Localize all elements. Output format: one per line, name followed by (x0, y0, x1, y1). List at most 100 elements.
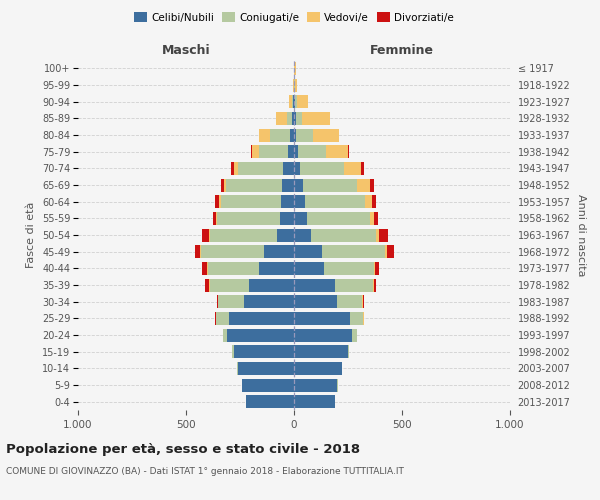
Bar (363, 295, 364, 308)
Bar (294, 112, 296, 125)
Bar (350, 312, 363, 325)
Bar (337, 295, 362, 308)
Bar (294, 345, 348, 358)
Bar (221, 178, 224, 192)
Bar (233, 345, 294, 358)
Bar (374, 212, 378, 225)
Bar (370, 178, 374, 192)
Bar (292, 95, 293, 108)
Bar (210, 278, 248, 291)
Bar (375, 262, 379, 275)
Bar (370, 212, 374, 225)
Bar (238, 362, 294, 375)
Bar (307, 212, 370, 225)
Bar (294, 95, 295, 108)
Bar (217, 295, 218, 308)
Bar (348, 145, 349, 158)
Bar (348, 345, 349, 358)
Bar (205, 278, 209, 291)
Bar (206, 262, 208, 275)
Y-axis label: Fasce di età: Fasce di età (26, 202, 37, 268)
Bar (352, 328, 356, 342)
Bar (227, 328, 294, 342)
Bar (281, 195, 294, 208)
Bar (373, 278, 374, 291)
Bar (251, 145, 252, 158)
Bar (209, 278, 210, 291)
Bar (216, 312, 229, 325)
Bar (252, 145, 259, 158)
Bar (293, 95, 294, 108)
Bar (215, 312, 216, 325)
Bar (229, 312, 294, 325)
Bar (295, 62, 296, 75)
Bar (248, 278, 294, 291)
Bar (210, 228, 277, 241)
Bar (270, 128, 290, 141)
Bar (259, 262, 294, 275)
Bar (213, 212, 216, 225)
Bar (209, 228, 210, 241)
Bar (282, 178, 294, 192)
Bar (200, 245, 201, 258)
Y-axis label: Anni di nascita: Anni di nascita (576, 194, 586, 276)
Bar (219, 195, 221, 208)
Bar (247, 395, 294, 408)
Bar (295, 95, 297, 108)
Text: Popolazione per età, sesso e stato civile - 2018: Popolazione per età, sesso e stato civil… (6, 442, 360, 456)
Bar (202, 228, 209, 241)
Bar (223, 328, 227, 342)
Bar (216, 212, 217, 225)
Bar (313, 128, 340, 141)
Bar (302, 112, 330, 125)
Bar (232, 162, 233, 175)
Bar (244, 295, 294, 308)
Bar (264, 245, 294, 258)
Bar (242, 378, 294, 392)
Bar (385, 245, 387, 258)
Bar (238, 162, 283, 175)
Bar (305, 195, 365, 208)
Bar (283, 162, 294, 175)
Bar (276, 112, 287, 125)
Bar (287, 145, 294, 158)
Bar (294, 145, 298, 158)
Bar (215, 195, 219, 208)
Bar (296, 112, 302, 125)
Bar (302, 178, 356, 192)
Bar (259, 128, 270, 141)
Bar (297, 95, 308, 108)
Bar (301, 162, 344, 175)
Bar (294, 128, 296, 141)
Bar (322, 245, 385, 258)
Bar (295, 78, 297, 92)
Bar (362, 295, 363, 308)
Bar (294, 328, 352, 342)
Bar (294, 262, 324, 275)
Bar (387, 245, 394, 258)
Bar (296, 128, 313, 141)
Bar (202, 262, 206, 275)
Bar (233, 162, 238, 175)
Bar (335, 278, 373, 291)
Bar (226, 178, 282, 192)
Bar (294, 312, 350, 325)
Bar (294, 245, 322, 258)
Text: Femmine: Femmine (370, 44, 434, 57)
Bar (326, 145, 348, 158)
Bar (376, 228, 379, 241)
Bar (194, 245, 200, 258)
Bar (290, 128, 294, 141)
Bar (201, 245, 264, 258)
Bar (374, 262, 375, 275)
Bar (365, 195, 372, 208)
Bar (372, 195, 376, 208)
Bar (294, 395, 335, 408)
Bar (324, 262, 374, 275)
Legend: Celibi/Nubili, Coniugati/e, Vedovi/e, Divorziati/e: Celibi/Nubili, Coniugati/e, Vedovi/e, Di… (130, 8, 458, 27)
Bar (277, 228, 294, 241)
Bar (208, 262, 259, 275)
Bar (294, 162, 301, 175)
Bar (224, 178, 226, 192)
Bar (294, 378, 337, 392)
